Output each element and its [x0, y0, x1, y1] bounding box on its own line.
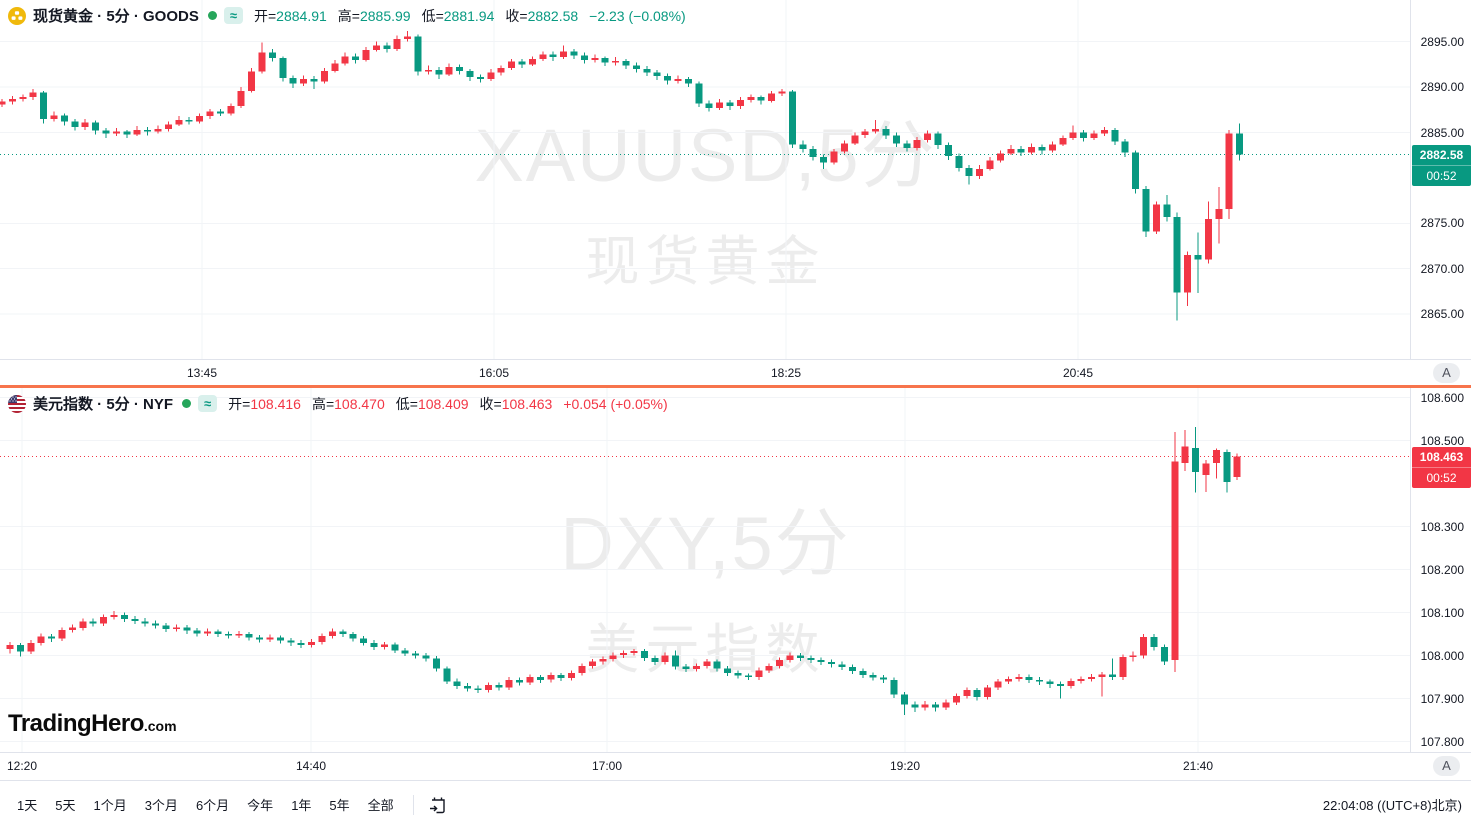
price-axis-label: 107.900 — [1420, 692, 1464, 706]
bottom-toolbar: 1天 5天 1个月 3个月 6个月 今年 1年 5年 全部 22:04:08 ((UTC+8)北… — [0, 780, 1471, 823]
time-axis-label: 19:20 — [889, 759, 921, 773]
price-axis-label: 2895.00 — [1420, 35, 1464, 49]
gold-low-value: 低=2881.94 — [421, 7, 495, 24]
time-axis-label: 14:40 — [295, 759, 327, 773]
price-axis-label: 2890.00 — [1420, 80, 1464, 94]
gold-axis-auto-button[interactable]: A — [1433, 363, 1460, 383]
market-status-dot-icon — [207, 11, 217, 20]
price-axis-label: 108.100 — [1420, 606, 1464, 620]
go-to-date-button[interactable] — [426, 793, 450, 816]
dxy-close-value: 收=108.463 — [479, 395, 553, 412]
time-axis-label: 18:25 — [770, 366, 802, 380]
dxy-high-value: 高=108.470 — [311, 395, 385, 412]
dxy-symbol-header: 美元指数 · 5分 · NYF ≈ 开=108.416 高=108.470 低=… — [8, 393, 668, 414]
gold-high-value: 高=2885.99 — [337, 7, 411, 24]
gold-change-value: −2.23 (−0.08%) — [589, 7, 686, 24]
price-axis-label: 108.200 — [1420, 563, 1464, 577]
toolbar-divider — [412, 794, 414, 815]
pane-divider[interactable] — [0, 385, 1471, 388]
range-button-6个月[interactable]: 6个月 — [189, 792, 236, 817]
last-price-value: 108.463 — [1419, 450, 1464, 464]
last-price-badge: 108.463 00:52 — [1412, 447, 1471, 488]
dxy-open-value: 开=108.416 — [228, 395, 301, 412]
range-button-5天[interactable]: 5天 — [48, 792, 82, 817]
us-flag-icon — [8, 394, 26, 413]
time-axis-label: 16:05 — [478, 366, 510, 380]
gold-close-value: 收=2882.58 — [505, 7, 579, 24]
bar-countdown: 00:52 — [1412, 165, 1471, 186]
price-axis-label: 107.800 — [1420, 735, 1464, 749]
dxy-symbol-title[interactable]: 美元指数 · 5分 · NYF — [33, 396, 174, 413]
time-axis-label: 20:45 — [1062, 366, 1094, 380]
tradinghero-logo: TradingHero.com — [8, 710, 177, 738]
gold-time-axis[interactable]: A 13:45 16:05 18:25 20:45 — [0, 359, 1471, 386]
dxy-chart-panel: DXY,5分 美元指数 108.600 108.500 108.300 108.200… — [0, 388, 1471, 752]
last-price-badge: 2882.58 00:52 — [1412, 145, 1471, 186]
gold-symbol-icon — [8, 6, 26, 25]
gold-open-value: 开=2884.91 — [253, 7, 327, 24]
dxy-candlestick-plot[interactable] — [0, 388, 1411, 752]
clock-timezone[interactable]: 22:04:08 ((UTC+8)北京) — [1322, 798, 1462, 813]
time-axis-label: 12:20 — [6, 759, 38, 773]
calendar-icon — [429, 797, 445, 814]
last-price-value: 2882.58 — [1419, 148, 1464, 162]
range-button-5年[interactable]: 5年 — [322, 792, 356, 817]
dxy-low-value: 低=108.409 — [395, 395, 469, 412]
gold-price-axis[interactable]: 2895.00 2890.00 2885.00 2875.00 2870.00 2865.… — [1410, 0, 1471, 359]
time-axis-label: 17:00 — [591, 759, 623, 773]
approx-price-icon: ≈ — [223, 7, 243, 24]
range-button-全部[interactable]: 全部 — [361, 792, 401, 817]
gold-candlestick-plot[interactable] — [0, 0, 1411, 359]
gold-symbol-title[interactable]: 现货黄金 · 5分 · GOODS — [33, 8, 199, 25]
bar-countdown: 00:52 — [1412, 467, 1471, 488]
market-status-dot-icon — [182, 399, 192, 408]
logo-suffix-text: .com — [143, 718, 177, 734]
price-axis-label: 2870.00 — [1420, 262, 1464, 276]
dxy-price-axis[interactable]: 108.600 108.500 108.300 108.200 108.100 108.0… — [1410, 388, 1471, 752]
range-button-3个月[interactable]: 3个月 — [138, 792, 185, 817]
range-button-1个月[interactable]: 1个月 — [86, 792, 133, 817]
range-button-1天[interactable]: 1天 — [10, 792, 44, 817]
time-axis-label: 21:40 — [1182, 759, 1214, 773]
price-axis-label: 2865.00 — [1420, 307, 1464, 321]
range-button-1年[interactable]: 1年 — [284, 792, 318, 817]
gold-symbol-header: 现货黄金 · 5分 · GOODS ≈ 开=2884.91 高=2885.99 … — [8, 5, 686, 26]
price-axis-label: 108.600 — [1420, 391, 1464, 405]
gold-chart-panel: XAUUSD,5分 现货黄金 2895.00 2890.00 2885.00 2875… — [0, 0, 1471, 359]
approx-price-icon: ≈ — [198, 395, 218, 412]
price-axis-label: 108.300 — [1420, 520, 1464, 534]
time-axis-label: 13:45 — [186, 366, 218, 380]
dxy-axis-auto-button[interactable]: A — [1433, 756, 1460, 776]
price-axis-label: 2875.00 — [1420, 216, 1464, 230]
price-axis-label: 108.000 — [1420, 649, 1464, 663]
range-button-今年[interactable]: 今年 — [240, 792, 280, 817]
logo-main-text: TradingHero — [8, 710, 144, 737]
dxy-time-axis[interactable]: A 12:20 14:40 17:00 19:20 21:40 — [0, 752, 1471, 781]
price-axis-label: 2885.00 — [1420, 126, 1464, 140]
price-axis-label: 108.500 — [1420, 434, 1464, 448]
date-range-selector: 1天 5天 1个月 3个月 6个月 今年 1年 5年 全部 — [10, 792, 450, 817]
dxy-change-value: +0.054 (+0.05%) — [563, 395, 668, 412]
